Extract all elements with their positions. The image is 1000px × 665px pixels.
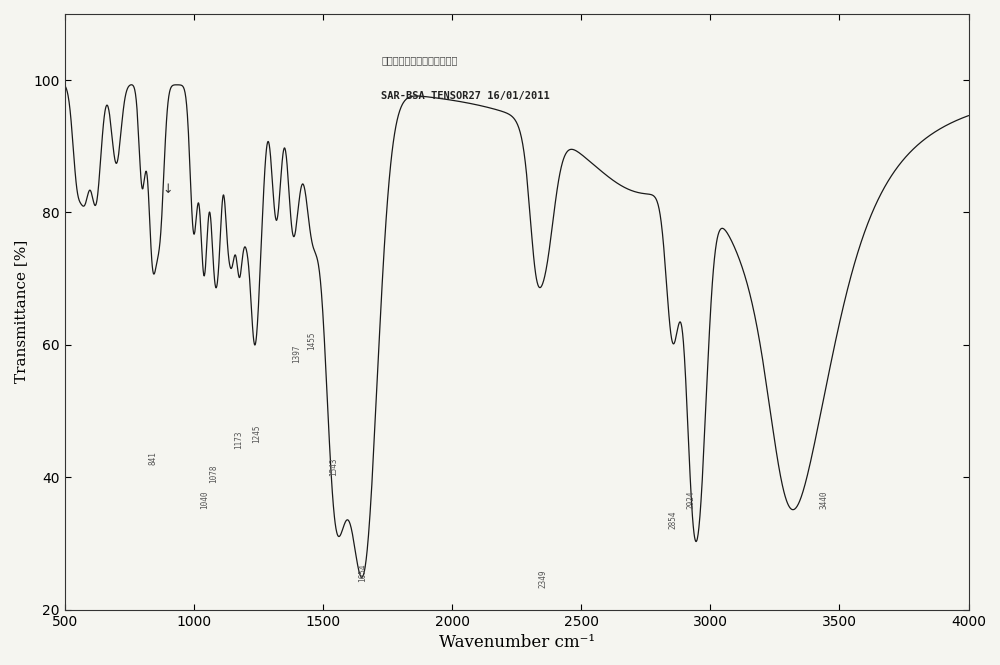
Text: 2854: 2854 bbox=[668, 511, 677, 529]
Text: 1173: 1173 bbox=[234, 431, 243, 450]
Text: ↓: ↓ bbox=[163, 183, 173, 196]
Text: 1078: 1078 bbox=[209, 464, 218, 483]
Text: 2924: 2924 bbox=[686, 491, 695, 509]
Y-axis label: Transmittance [%]: Transmittance [%] bbox=[14, 240, 28, 384]
Text: 2349: 2349 bbox=[538, 570, 547, 589]
Text: 中国科学大学天然气化研究所: 中国科学大学天然气化研究所 bbox=[381, 56, 457, 66]
Text: 3440: 3440 bbox=[819, 491, 828, 509]
Text: SAR-BSA TENSOR27 16/01/2011: SAR-BSA TENSOR27 16/01/2011 bbox=[381, 91, 550, 101]
Text: 841: 841 bbox=[148, 451, 157, 465]
Text: 1455: 1455 bbox=[307, 332, 316, 350]
Text: 1543: 1543 bbox=[330, 458, 339, 476]
Text: 1245: 1245 bbox=[253, 424, 262, 443]
Text: 1040: 1040 bbox=[200, 491, 209, 509]
Text: 1397: 1397 bbox=[292, 345, 301, 363]
Text: 1654: 1654 bbox=[358, 563, 367, 582]
X-axis label: Wavenumber cm⁻¹: Wavenumber cm⁻¹ bbox=[439, 634, 595, 651]
